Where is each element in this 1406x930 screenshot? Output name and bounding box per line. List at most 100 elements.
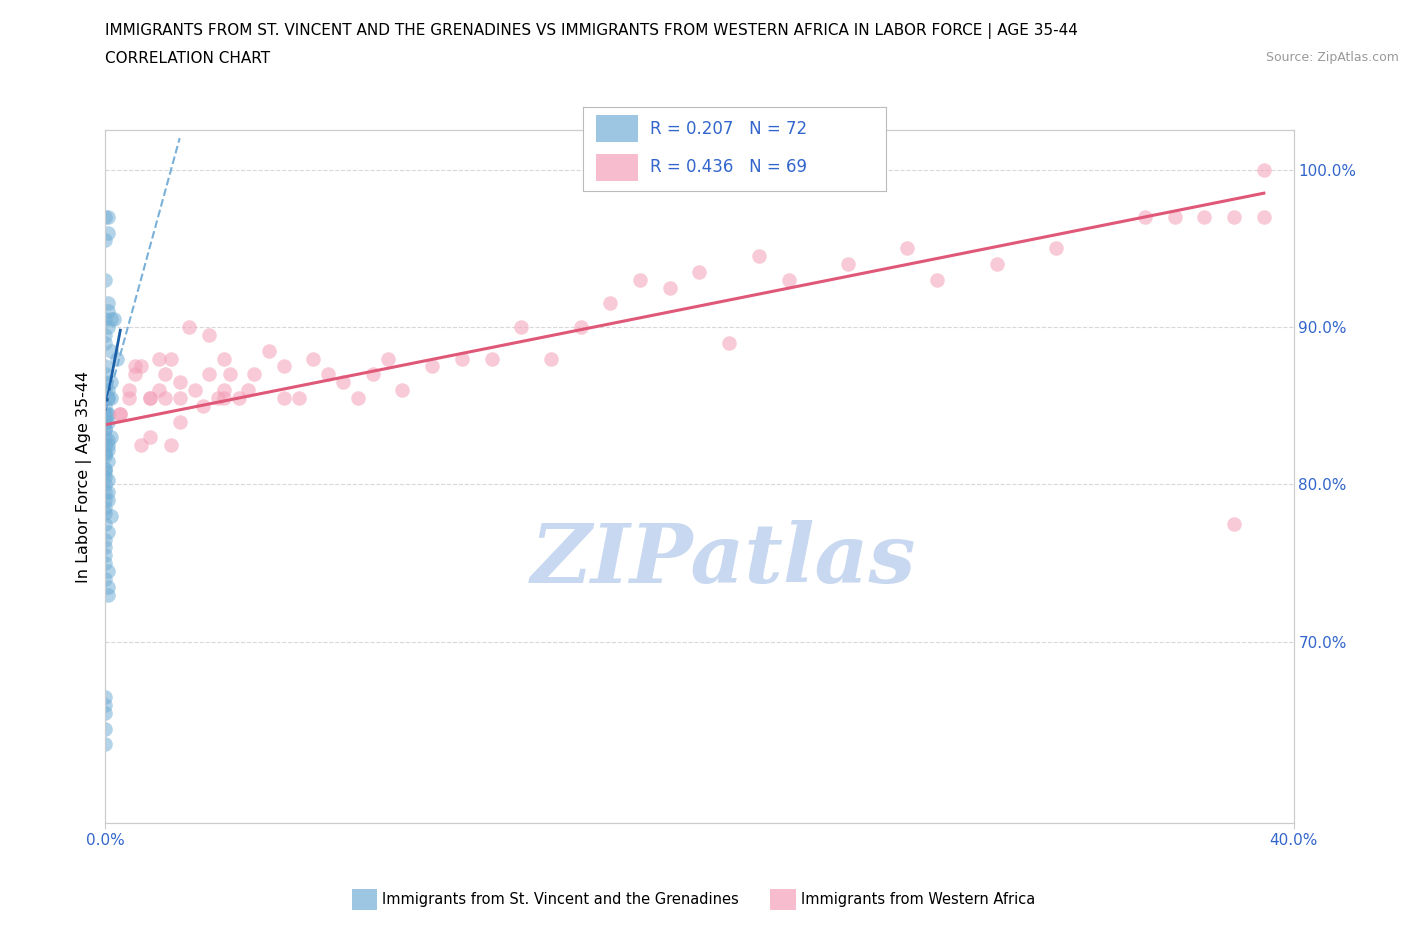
Point	[1223, 516, 1246, 531]
Point	[377, 352, 399, 366]
Point	[124, 359, 146, 374]
Point	[129, 359, 152, 374]
Point	[97, 472, 120, 487]
Point	[100, 430, 122, 445]
Text: R = 0.207   N = 72: R = 0.207 N = 72	[650, 120, 807, 138]
Point	[228, 391, 250, 405]
Point	[97, 406, 120, 421]
Point	[214, 382, 236, 397]
Point	[236, 382, 259, 397]
Point	[100, 509, 122, 524]
Point	[628, 272, 651, 287]
Point	[94, 470, 117, 485]
Point	[94, 448, 117, 463]
Point	[450, 352, 472, 366]
Point	[159, 352, 181, 366]
Point	[510, 320, 533, 335]
Point	[97, 382, 120, 397]
Point	[94, 430, 117, 445]
Point	[94, 461, 117, 476]
Point	[97, 525, 120, 539]
Point	[153, 366, 176, 381]
Point	[118, 382, 141, 397]
Point	[97, 296, 120, 311]
Point	[148, 352, 170, 366]
Point	[198, 366, 221, 381]
Point	[94, 445, 117, 460]
Point	[94, 445, 117, 460]
Point	[110, 406, 132, 421]
Point	[97, 304, 120, 319]
Point	[94, 516, 117, 531]
Point	[302, 352, 325, 366]
Point	[97, 587, 120, 602]
Point	[169, 375, 191, 390]
Point	[94, 698, 117, 712]
Point	[1045, 241, 1067, 256]
Text: R = 0.436   N = 69: R = 0.436 N = 69	[650, 158, 807, 176]
Point	[748, 248, 770, 263]
Point	[97, 438, 120, 453]
Point	[316, 366, 339, 381]
Point	[94, 464, 117, 479]
Point	[94, 477, 117, 492]
Point	[287, 391, 309, 405]
Point	[94, 233, 117, 248]
Point	[986, 257, 1008, 272]
Point	[214, 391, 236, 405]
Point	[153, 391, 176, 405]
Point	[94, 359, 117, 374]
Point	[94, 721, 117, 736]
Point	[219, 366, 242, 381]
Point	[94, 398, 117, 413]
Point	[927, 272, 949, 287]
Point	[129, 438, 152, 453]
Point	[257, 343, 280, 358]
Point	[481, 352, 503, 366]
Point	[94, 327, 117, 342]
Point	[193, 398, 215, 413]
FancyBboxPatch shape	[596, 115, 638, 142]
Point	[94, 500, 117, 515]
Point	[94, 382, 117, 397]
Text: ZIPatlas: ZIPatlas	[530, 520, 915, 600]
Point	[100, 391, 122, 405]
Point	[94, 375, 117, 390]
Point	[94, 422, 117, 437]
Point	[94, 406, 117, 421]
Point	[94, 705, 117, 720]
Point	[97, 485, 120, 499]
Point	[124, 366, 146, 381]
Point	[718, 336, 741, 351]
Point	[273, 391, 295, 405]
Point	[94, 461, 117, 476]
Point	[689, 264, 711, 279]
Point	[110, 406, 132, 421]
Point	[361, 366, 384, 381]
Point	[94, 540, 117, 555]
Point	[273, 359, 295, 374]
Point	[896, 241, 918, 256]
Point	[94, 366, 117, 381]
Point	[94, 209, 117, 224]
Point	[169, 414, 191, 429]
Point	[94, 505, 117, 520]
Point	[105, 352, 128, 366]
Point	[1223, 209, 1246, 224]
Point	[139, 430, 162, 445]
Point	[1253, 162, 1275, 177]
Point	[97, 391, 120, 405]
Point	[97, 433, 120, 448]
Point	[97, 579, 120, 594]
Point	[94, 272, 117, 287]
Point	[207, 391, 229, 405]
Y-axis label: In Labor Force | Age 35-44: In Labor Force | Age 35-44	[76, 370, 93, 583]
Point	[97, 391, 120, 405]
Point	[94, 438, 117, 453]
Text: CORRELATION CHART: CORRELATION CHART	[105, 51, 270, 66]
Point	[97, 414, 120, 429]
Text: Immigrants from St. Vincent and the Grenadines: Immigrants from St. Vincent and the Gren…	[382, 892, 740, 907]
Point	[183, 382, 205, 397]
Point	[94, 422, 117, 437]
Point	[139, 391, 162, 405]
